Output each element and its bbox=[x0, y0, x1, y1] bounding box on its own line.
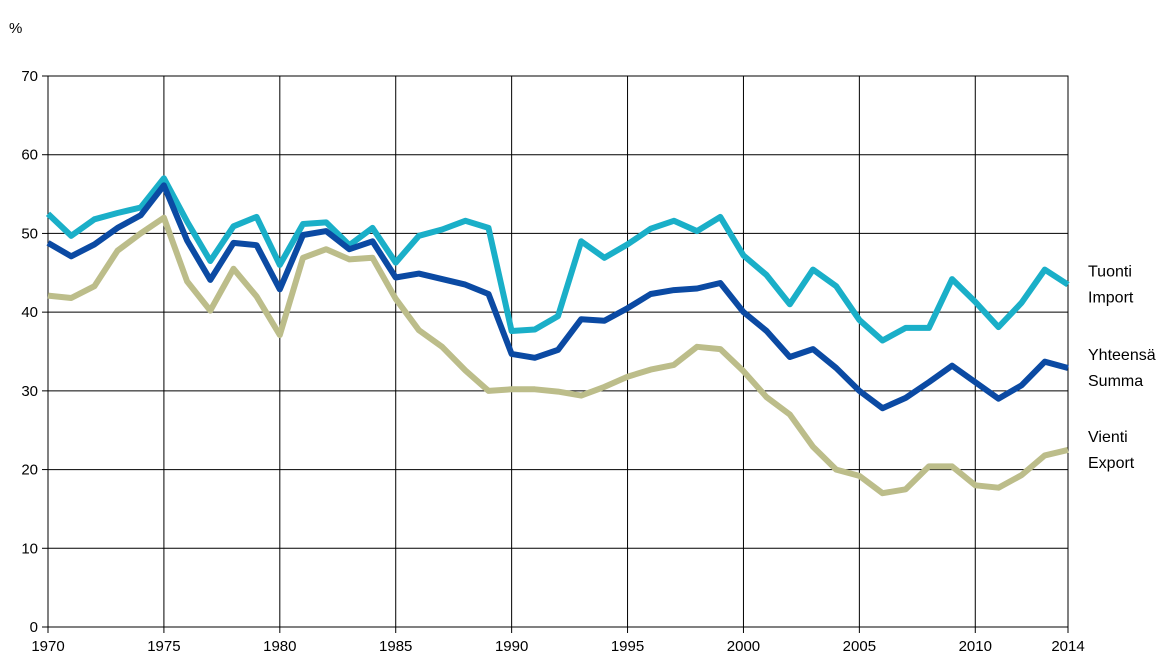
y-tick-label: 40 bbox=[21, 304, 38, 321]
y-unit-label: % bbox=[9, 20, 22, 37]
y-tick-label: 10 bbox=[21, 540, 38, 557]
series-labels: Tuonti Import Yhteensä Summa Vienti Export bbox=[1088, 264, 1156, 472]
y-tick-label: 50 bbox=[21, 225, 38, 242]
x-tick-label: 2014 bbox=[1051, 638, 1084, 655]
series-line-0 bbox=[45, 175, 1070, 344]
x-tick-label: 1995 bbox=[611, 638, 644, 655]
y-tick-label: 30 bbox=[21, 383, 38, 400]
y-tick-label: 0 bbox=[30, 619, 38, 636]
y-tick-label: 60 bbox=[21, 147, 38, 164]
series-lines bbox=[45, 175, 1070, 497]
series-label-0-line-1: Import bbox=[1088, 290, 1134, 307]
series-label-2-line-1: Export bbox=[1088, 455, 1135, 472]
x-tick-label: 1975 bbox=[147, 638, 180, 655]
series-label-1-line-1: Summa bbox=[1088, 373, 1143, 390]
y-axis-ticks: 0 10 20 30 40 50 60 70 bbox=[21, 68, 48, 636]
x-tick-label: 2005 bbox=[843, 638, 876, 655]
x-tick-label: 2000 bbox=[727, 638, 760, 655]
series-label-0-line-0: Tuonti bbox=[1088, 264, 1132, 281]
y-tick-label: 20 bbox=[21, 462, 38, 479]
x-tick-label: 1990 bbox=[495, 638, 528, 655]
y-tick-label: 70 bbox=[21, 68, 38, 85]
x-axis-ticks: 1970 1975 1980 1985 1990 1995 2000 2005 2010 2014 bbox=[31, 627, 1085, 655]
plot-area-frame bbox=[47, 75, 1069, 628]
series-line-2 bbox=[47, 214, 1069, 497]
x-tick-label: 1980 bbox=[263, 638, 296, 655]
x-tick-label: 1970 bbox=[31, 638, 64, 655]
series-line-1 bbox=[46, 182, 1069, 412]
x-tick-label: 2010 bbox=[959, 638, 992, 655]
x-tick-label: 1985 bbox=[379, 638, 412, 655]
gridlines bbox=[48, 76, 1068, 627]
series-label-1-line-0: Yhteensä bbox=[1088, 347, 1156, 364]
series-label-2-line-0: Vienti bbox=[1088, 429, 1128, 446]
